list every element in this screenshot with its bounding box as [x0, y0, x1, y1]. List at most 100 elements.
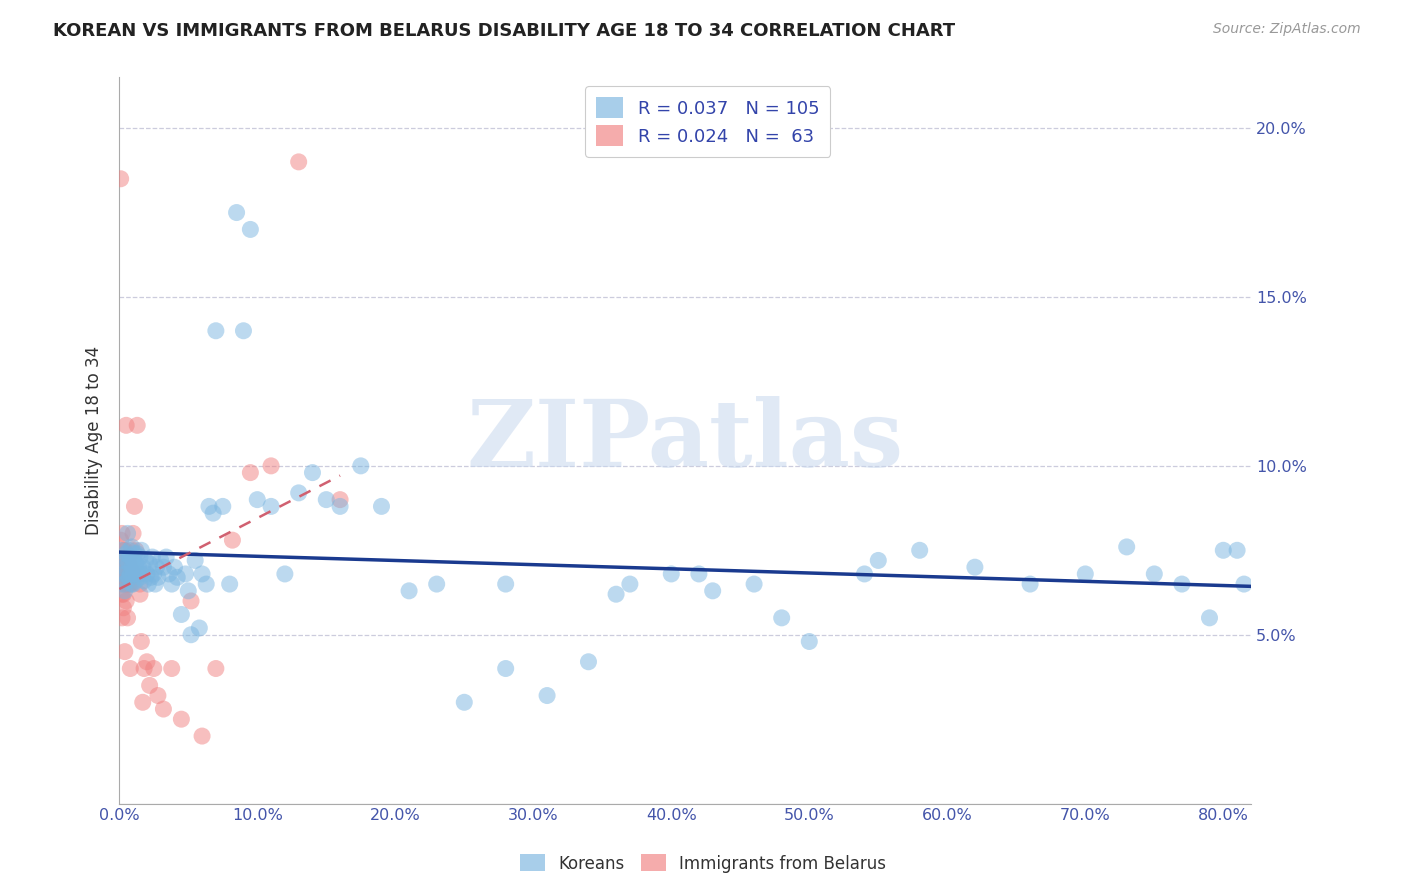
- Point: [145, 560, 167, 574]
- Point: [260, 458, 283, 473]
- Point: [688, 566, 710, 581]
- Point: [908, 543, 931, 558]
- Point: [274, 566, 297, 581]
- Point: [301, 466, 323, 480]
- Point: [129, 587, 152, 601]
- Legend: R = 0.037   N = 105, R = 0.024   N =  63: R = 0.037 N = 105, R = 0.024 N = 63: [585, 87, 830, 157]
- Point: [315, 492, 337, 507]
- Point: [115, 566, 138, 581]
- Point: [170, 607, 193, 622]
- Point: [136, 577, 159, 591]
- Point: [122, 526, 145, 541]
- Point: [142, 566, 165, 581]
- Point: [120, 550, 142, 565]
- Point: [426, 577, 449, 591]
- Point: [155, 550, 177, 565]
- Point: [128, 560, 150, 574]
- Point: [799, 634, 821, 648]
- Point: [117, 526, 139, 541]
- Point: [112, 560, 135, 574]
- Point: [124, 500, 146, 514]
- Point: [122, 566, 145, 581]
- Point: [131, 566, 153, 581]
- Point: [121, 540, 143, 554]
- Point: [129, 550, 152, 565]
- Point: [166, 570, 188, 584]
- Point: [853, 566, 876, 581]
- Point: [536, 689, 558, 703]
- Point: [142, 661, 165, 675]
- Point: [132, 695, 155, 709]
- Point: [118, 557, 141, 571]
- Point: [117, 574, 139, 588]
- Point: [117, 566, 139, 581]
- Point: [114, 560, 136, 574]
- Point: [118, 560, 141, 574]
- Point: [135, 566, 157, 581]
- Point: [118, 553, 141, 567]
- Y-axis label: Disability Age 18 to 34: Disability Age 18 to 34: [86, 346, 103, 535]
- Point: [112, 600, 135, 615]
- Point: [963, 560, 986, 574]
- Point: [350, 458, 373, 473]
- Point: [205, 324, 228, 338]
- Point: [160, 577, 183, 591]
- Point: [205, 661, 228, 675]
- Point: [115, 566, 138, 581]
- Point: [218, 577, 240, 591]
- Point: [111, 526, 134, 541]
- Point: [149, 553, 172, 567]
- Point: [202, 506, 225, 520]
- Point: [111, 587, 134, 601]
- Point: [619, 577, 641, 591]
- Point: [260, 500, 283, 514]
- Text: KOREAN VS IMMIGRANTS FROM BELARUS DISABILITY AGE 18 TO 34 CORRELATION CHART: KOREAN VS IMMIGRANTS FROM BELARUS DISABI…: [53, 22, 956, 40]
- Point: [329, 492, 352, 507]
- Point: [1198, 611, 1220, 625]
- Point: [129, 577, 152, 591]
- Point: [605, 587, 627, 601]
- Point: [188, 621, 211, 635]
- Point: [111, 566, 134, 581]
- Point: [1074, 566, 1097, 581]
- Point: [287, 486, 309, 500]
- Point: [134, 553, 156, 567]
- Point: [120, 560, 142, 574]
- Point: [170, 712, 193, 726]
- Point: [120, 577, 142, 591]
- Point: [117, 577, 139, 591]
- Point: [1226, 543, 1249, 558]
- Point: [118, 577, 141, 591]
- Point: [1019, 577, 1042, 591]
- Point: [135, 655, 157, 669]
- Point: [120, 661, 142, 675]
- Point: [112, 577, 135, 591]
- Point: [239, 466, 262, 480]
- Text: ZIPatlas: ZIPatlas: [467, 395, 904, 485]
- Point: [132, 560, 155, 574]
- Point: [112, 566, 135, 581]
- Point: [1143, 566, 1166, 581]
- Point: [127, 547, 149, 561]
- Point: [122, 566, 145, 581]
- Point: [163, 560, 186, 574]
- Point: [177, 583, 200, 598]
- Point: [124, 564, 146, 578]
- Point: [742, 577, 765, 591]
- Point: [152, 560, 174, 574]
- Point: [138, 557, 160, 571]
- Point: [112, 587, 135, 601]
- Point: [114, 543, 136, 558]
- Point: [132, 574, 155, 588]
- Point: [112, 566, 135, 581]
- Point: [132, 661, 155, 675]
- Point: [495, 661, 517, 675]
- Point: [139, 570, 162, 584]
- Point: [211, 500, 233, 514]
- Point: [115, 594, 138, 608]
- Point: [191, 729, 214, 743]
- Point: [128, 566, 150, 581]
- Point: [146, 570, 169, 584]
- Point: [127, 418, 149, 433]
- Point: [121, 560, 143, 574]
